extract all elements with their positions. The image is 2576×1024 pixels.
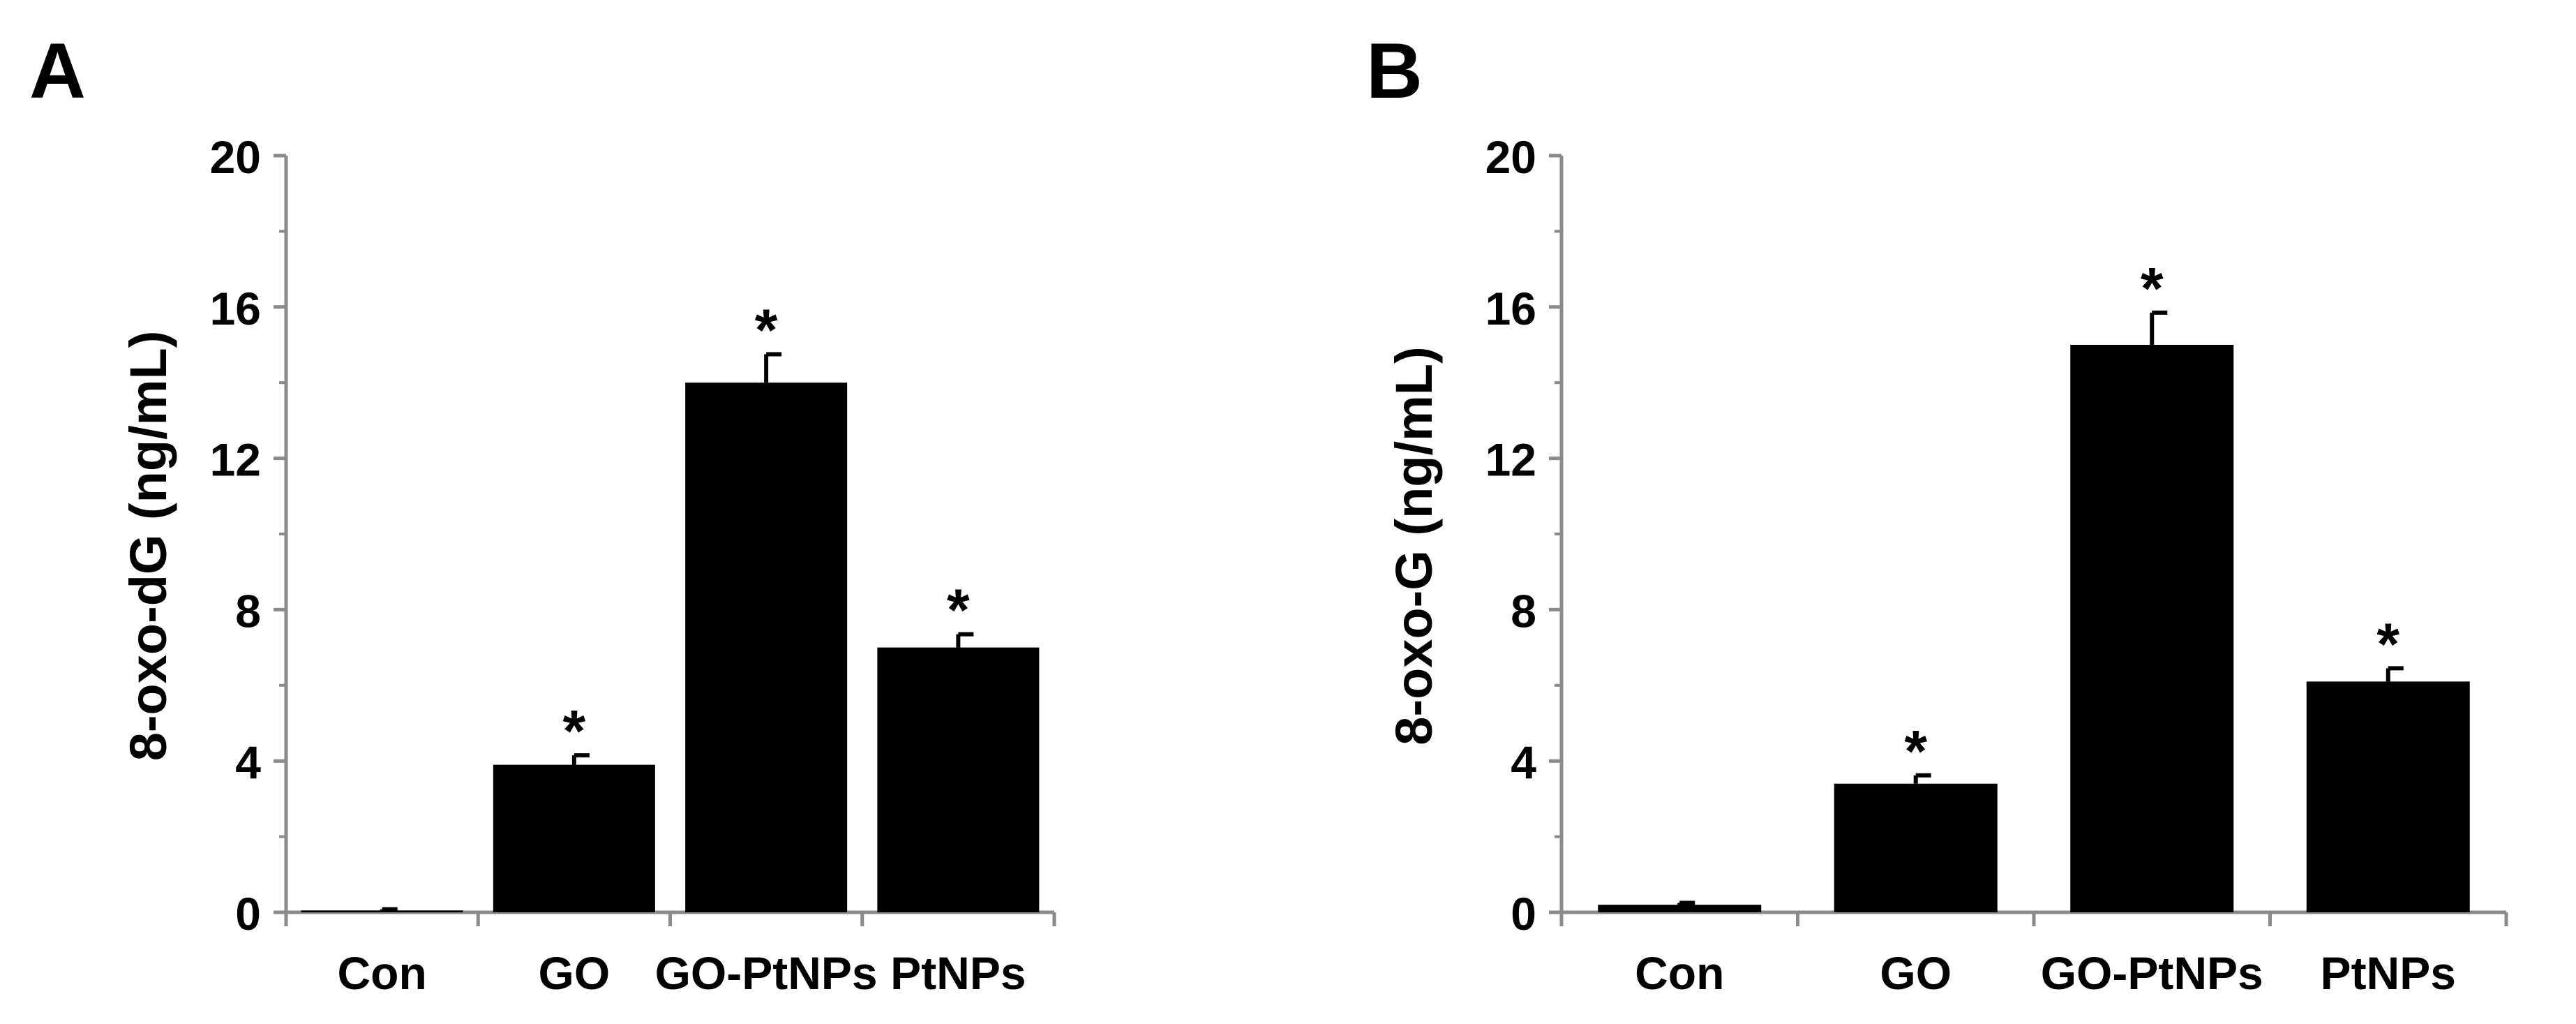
y-tick-label: 8	[1511, 585, 1536, 637]
y-tick-label: 16	[1485, 283, 1536, 334]
bar	[877, 647, 1040, 912]
x-tick-label: GO-PtNPs	[655, 947, 878, 999]
x-tick-label: Con	[1635, 947, 1724, 999]
panel-label: A	[29, 27, 86, 114]
bar	[1834, 783, 1998, 912]
panel-label: B	[1366, 27, 1423, 114]
x-tick-label: PtNPs	[890, 947, 1026, 999]
panel-b: B 8-oxo-G (ng/mL) 0 4 8 12 16 20 Con * GO * GO-PtN…	[1366, 27, 2508, 999]
y-tick-label: 4	[1511, 736, 1536, 788]
x-tick-label: GO	[1880, 947, 1952, 999]
bar	[1598, 905, 1762, 912]
bar	[493, 764, 655, 912]
y-tick-label: 12	[210, 434, 261, 486]
y-tick-label: 20	[210, 131, 261, 183]
x-tick-label: GO-PtNPs	[2041, 947, 2263, 999]
y-tick-label: 0	[235, 888, 261, 940]
bar	[2070, 345, 2234, 912]
bar	[2306, 681, 2470, 912]
x-tick-label: Con	[337, 947, 426, 999]
y-axis-label: 8-oxo-dG (ng/mL)	[119, 331, 177, 762]
y-tick-label: 0	[1511, 888, 1536, 940]
x-tick-label: GO	[539, 947, 611, 999]
y-tick-label: 20	[1485, 131, 1536, 183]
y-tick-label: 12	[1485, 434, 1536, 486]
significance-marker: *	[563, 698, 586, 764]
y-tick-label: 4	[235, 736, 261, 788]
x-tick-label: PtNPs	[2321, 947, 2456, 999]
plot-area: 0 4 8 12 16 20 Con * GO * GO-PtNPs * PtNPs	[210, 131, 1056, 999]
bar	[685, 383, 848, 912]
significance-marker: *	[2141, 255, 2164, 321]
significance-marker: *	[947, 577, 970, 643]
y-tick-label: 16	[210, 283, 261, 334]
significance-marker: *	[755, 297, 778, 363]
panel-a: A 8-oxo-dG (ng/mL) 0 4 8 12 16 20 Con * GO * GO-Pt…	[29, 27, 1056, 999]
significance-marker: *	[2376, 611, 2399, 676]
plot-area: 0 4 8 12 16 20 Con * GO * GO-PtNPs * PtNPs	[1485, 131, 2508, 999]
significance-marker: *	[1904, 718, 1927, 784]
y-tick-label: 8	[235, 585, 261, 637]
y-axis-label: 8-oxo-G (ng/mL)	[1385, 346, 1443, 745]
